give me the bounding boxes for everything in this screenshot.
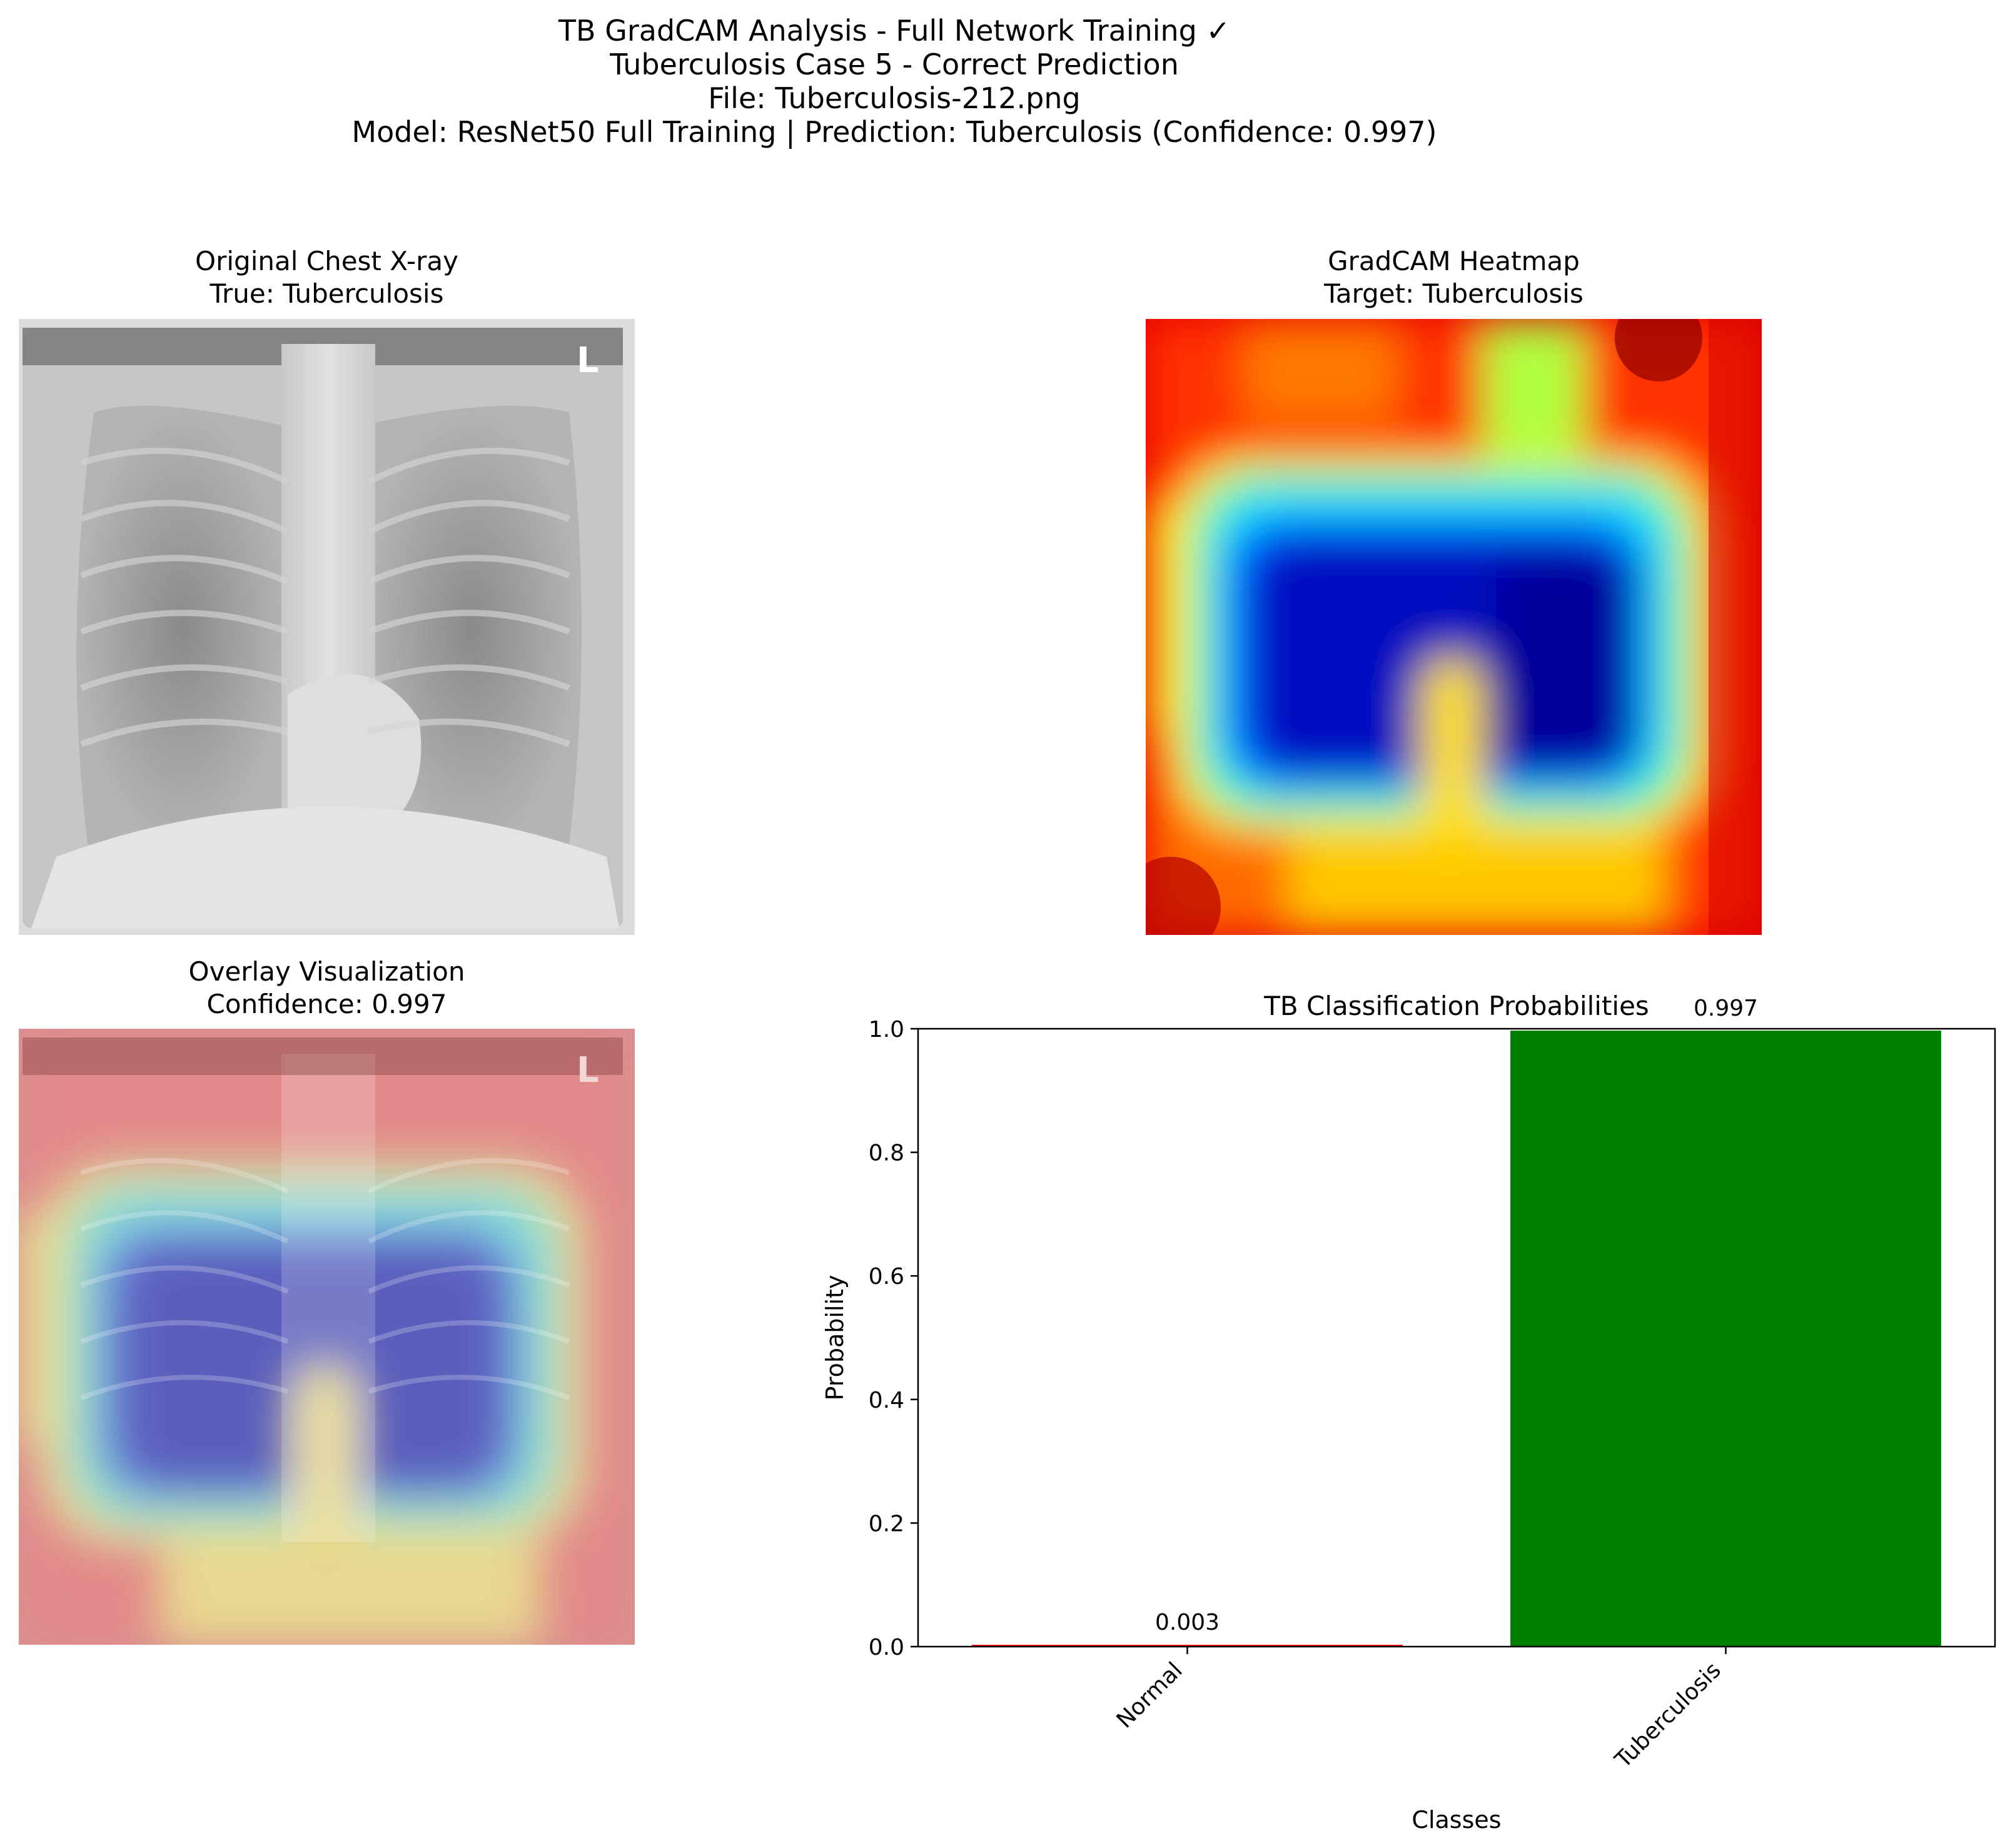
probability-chart: TB Classification Probabilities 0.003 0.99…	[813, 976, 2005, 1848]
y-axis-label: Probability	[821, 1275, 849, 1401]
suptitle-line-3: File: Tuberculosis-212.png	[708, 81, 1081, 115]
probability-bar-chart: TB Classification Probabilities 0.003 0.99…	[821, 991, 1996, 1834]
figure-suptitle: TB GradCAM Analysis - Full Network Train…	[0, 14, 1789, 149]
y-tick-label: 0.2	[869, 1511, 904, 1537]
bar-value-label-tuberculosis: 0.997	[1694, 996, 1758, 1021]
suptitle-line-4: Model: ResNet50 Full Training | Predicti…	[351, 115, 1437, 149]
suptitle-line-2: Tuberculosis Case 5 - Correct Prediction	[610, 48, 1179, 81]
y-tick-label: 0.4	[869, 1388, 904, 1413]
heatmap-title-line1: GradCAM Heatmap	[1328, 246, 1580, 276]
overlay-marker-letter: L	[577, 1050, 599, 1091]
bar-value-label-normal: 0.003	[1155, 1610, 1220, 1635]
suptitle-line-1: TB GradCAM Analysis - Full Network Train…	[558, 14, 1231, 48]
chart-title: TB Classification Probabilities	[1263, 991, 1649, 1021]
axes-frame	[917, 1028, 1996, 1648]
x-tick-label-tuberculosis: Tuberculosis	[1610, 1657, 1726, 1774]
original-xray-title-line1: Original Chest X-ray	[195, 246, 458, 276]
y-tick-label: 0.0	[869, 1635, 904, 1660]
overlay-title-line1: Overlay Visualization	[188, 956, 465, 987]
original-xray-marker-letter: L	[577, 340, 599, 381]
overlay-title-line2: Confidence: 0.997	[206, 989, 447, 1019]
original-xray-image: L	[19, 319, 635, 935]
overlay-image: L	[19, 1029, 635, 1645]
heatmap-title: GradCAM Heatmap Target: Tuberculosis	[1146, 245, 1762, 310]
heatmap-title-line2: Target: Tuberculosis	[1324, 278, 1583, 309]
y-tick-label: 0.8	[869, 1141, 904, 1166]
y-tick-label: 0.6	[869, 1264, 904, 1290]
y-tick-label: 1.0	[869, 1017, 904, 1043]
original-xray-title: Original Chest X-ray True: Tuberculosis	[19, 245, 635, 310]
x-tick-label-normal: Normal	[1112, 1657, 1188, 1733]
x-axis-label: Classes	[1412, 1806, 1501, 1834]
bar-tuberculosis	[1510, 1030, 1941, 1647]
bar-normal	[972, 1645, 1403, 1647]
gradcam-heatmap-image	[1146, 319, 1762, 935]
original-xray-title-line2: True: Tuberculosis	[210, 278, 444, 309]
overlay-title: Overlay Visualization Confidence: 0.997	[19, 956, 635, 1021]
